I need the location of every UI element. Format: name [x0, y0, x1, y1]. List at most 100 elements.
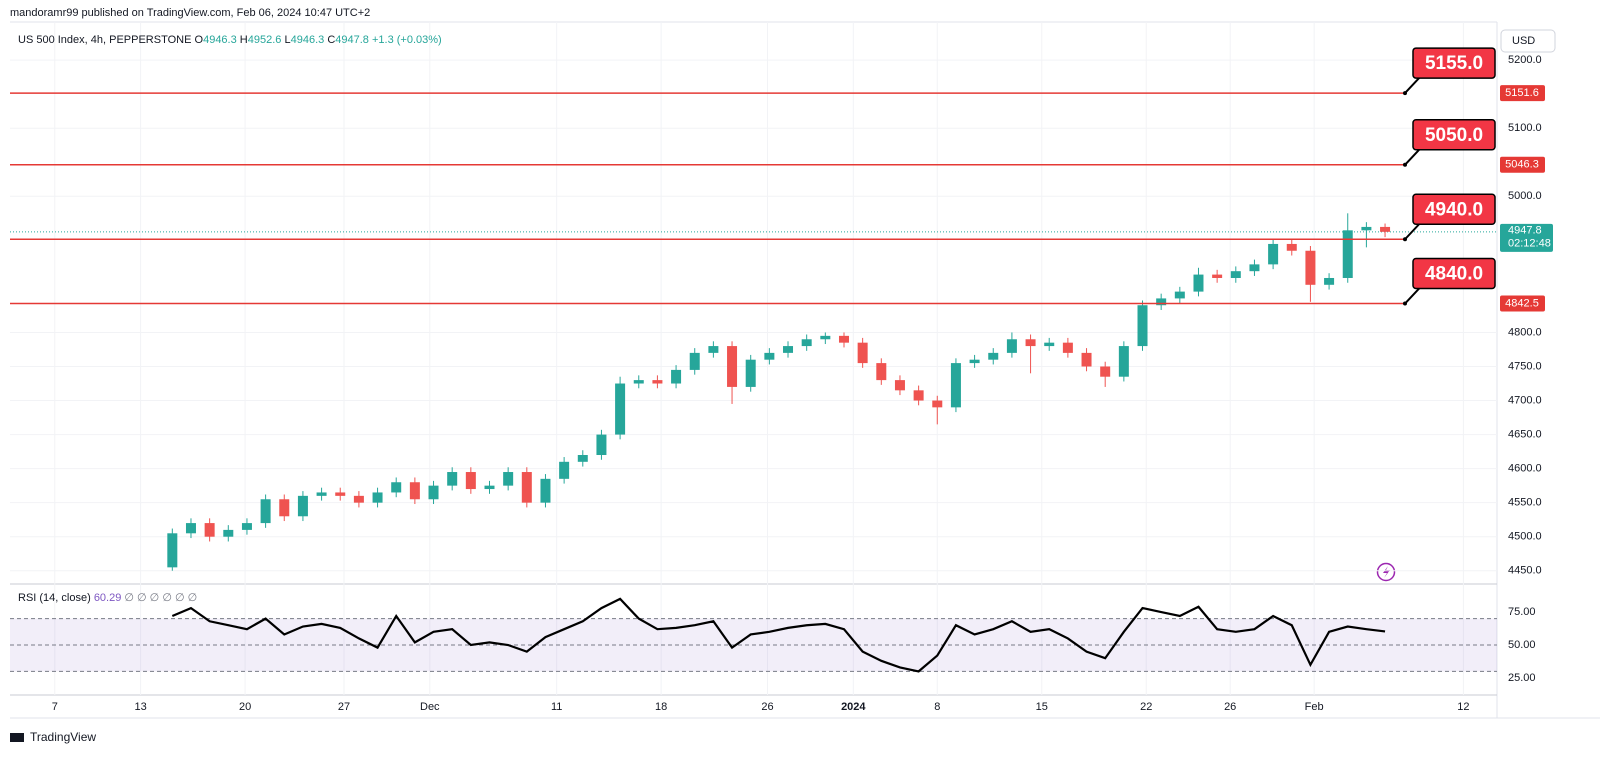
y-tick-label: 5100.0 [1508, 122, 1542, 134]
candle-body [1156, 298, 1167, 306]
y-tick-label: 4450.0 [1508, 565, 1542, 577]
candle-body [540, 478, 551, 503]
callout-anchor [1403, 301, 1407, 306]
callout-box [1412, 119, 1496, 151]
callout-box [1412, 257, 1496, 290]
candle-body [1100, 366, 1111, 377]
currency-button[interactable] [1500, 29, 1556, 53]
ohlc-key: O [195, 34, 204, 46]
x-tick-label: 8 [934, 701, 940, 713]
candle-body [353, 495, 364, 503]
x-tick-label: 2024 [841, 701, 866, 713]
candle-body [689, 352, 700, 370]
level-axis-label: 5151.6 [1505, 87, 1539, 99]
ohlc-value: 4946.3 [291, 34, 325, 46]
candle-body [1137, 305, 1148, 347]
x-tick-label: 22 [1140, 701, 1152, 713]
candle-body [372, 492, 383, 503]
x-tick-label: 18 [655, 701, 667, 713]
candle-body [1380, 226, 1391, 232]
candle-body [391, 482, 402, 493]
brand: TradingView [30, 730, 96, 744]
candle-body [1025, 339, 1036, 347]
level-axis-box [1500, 156, 1545, 173]
candle-body [484, 485, 495, 490]
candle-body [727, 346, 738, 387]
y-tick-label: 25.00 [1508, 672, 1536, 684]
candle-body [596, 434, 607, 456]
level-axis-box [1500, 295, 1545, 312]
ohlc-key: C [327, 34, 335, 46]
candle-body [969, 359, 980, 364]
candle-body [1268, 243, 1279, 265]
ohlc-value: 4946.3 [203, 34, 237, 46]
candle-body [297, 495, 308, 517]
x-tick-label: 26 [1224, 701, 1236, 713]
countdown: 02:12:48 [1508, 238, 1551, 250]
callout-box [1412, 47, 1496, 79]
candle-body [1212, 274, 1223, 278]
y-tick-label: 4800.0 [1508, 326, 1542, 338]
x-tick-label: 26 [761, 701, 773, 713]
level-axis-label: 5046.3 [1505, 159, 1539, 171]
candle-body [1044, 342, 1055, 347]
rsi-value: 60.29 [94, 592, 122, 604]
ohlc-key: H [240, 34, 248, 46]
candle-body [335, 492, 346, 496]
candle-body [745, 359, 756, 387]
lightning-icon[interactable] [1376, 562, 1396, 582]
candle-body [801, 339, 812, 347]
candle-body [167, 533, 178, 568]
last-price-box [1500, 223, 1553, 252]
y-tick-label: 4550.0 [1508, 497, 1542, 509]
callout-pointer [1404, 286, 1421, 305]
candle-body [223, 529, 234, 537]
x-tick-label: 15 [1036, 701, 1048, 713]
candle-body [577, 455, 588, 462]
candle-body [279, 499, 290, 517]
x-tick-label: 12 [1457, 701, 1469, 713]
level-axis-box [1500, 85, 1545, 102]
candle-body [950, 363, 961, 408]
candle-body [708, 346, 719, 353]
symbol: US 500 Index, 4h, PEPPERSTONE [18, 34, 191, 46]
callout-pointer [1404, 222, 1421, 240]
x-tick-label: 7 [52, 701, 58, 713]
candle-body [503, 472, 514, 486]
y-tick-label: 4750.0 [1508, 360, 1542, 372]
candle-body [1342, 230, 1353, 278]
candle-body [838, 335, 849, 343]
candle-body [633, 380, 644, 384]
candle-body [1286, 243, 1297, 251]
candle-body [615, 383, 626, 435]
y-tick-label: 50.00 [1508, 639, 1536, 651]
rsi-title: RSI (14, close) [18, 592, 91, 604]
candle-body [241, 523, 252, 530]
ohlc-key: L [284, 34, 290, 46]
candle-body [1249, 264, 1260, 272]
y-tick-label: 5000.0 [1508, 190, 1542, 202]
candle-body [913, 390, 924, 401]
y-tick-label: 75.00 [1508, 606, 1536, 618]
candle-body [1230, 271, 1241, 278]
x-tick-label: Feb [1305, 701, 1324, 713]
callout-label: 4840.0 [1425, 264, 1483, 285]
candle-body [988, 352, 999, 360]
candle-body [1174, 291, 1185, 299]
candle-body [204, 523, 215, 537]
candle-body [1324, 277, 1335, 285]
candle-body [185, 523, 196, 534]
candle-body [894, 380, 905, 391]
candle-body [260, 499, 271, 524]
candle-body [559, 461, 570, 479]
y-tick-label: 4500.0 [1508, 531, 1542, 543]
candle-body [857, 342, 868, 364]
candle-body [671, 369, 682, 384]
callout-pointer [1404, 76, 1421, 94]
candle-body [465, 472, 476, 490]
last-price-label: 4947.8 [1508, 225, 1542, 237]
rsi-placeholders: ∅ ∅ ∅ ∅ ∅ ∅ [124, 592, 197, 604]
callout-box [1412, 193, 1496, 226]
callout-anchor [1403, 91, 1407, 96]
candle-body [1193, 274, 1204, 292]
